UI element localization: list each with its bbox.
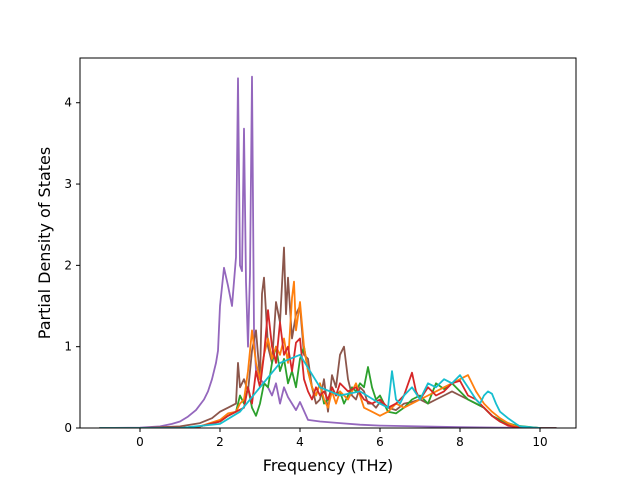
plot-frame	[79, 57, 577, 429]
x-tick-label: 2	[216, 435, 224, 449]
x-axis-ticks: 0 2 4 6 8 10	[136, 428, 548, 449]
y-tick-label: 0	[64, 421, 72, 435]
y-axis-label: Partial Density of States	[35, 147, 54, 339]
x-tick-label: 8	[456, 435, 464, 449]
y-tick-label: 2	[64, 258, 72, 272]
y-axis-ticks: 0 1 2 3 4	[64, 96, 80, 435]
x-tick-label: 4	[296, 435, 304, 449]
series-line-1	[99, 75, 557, 428]
y-tick-label: 1	[64, 340, 72, 354]
x-tick-label: 0	[136, 435, 144, 449]
x-axis-label: Frequency (THz)	[263, 456, 393, 475]
y-tick-label: 4	[64, 96, 72, 110]
series-layer	[99, 75, 557, 428]
x-tick-label: 10	[532, 435, 547, 449]
y-tick-label: 3	[64, 177, 72, 191]
x-tick-label: 6	[376, 435, 384, 449]
series-line-6	[99, 353, 541, 428]
